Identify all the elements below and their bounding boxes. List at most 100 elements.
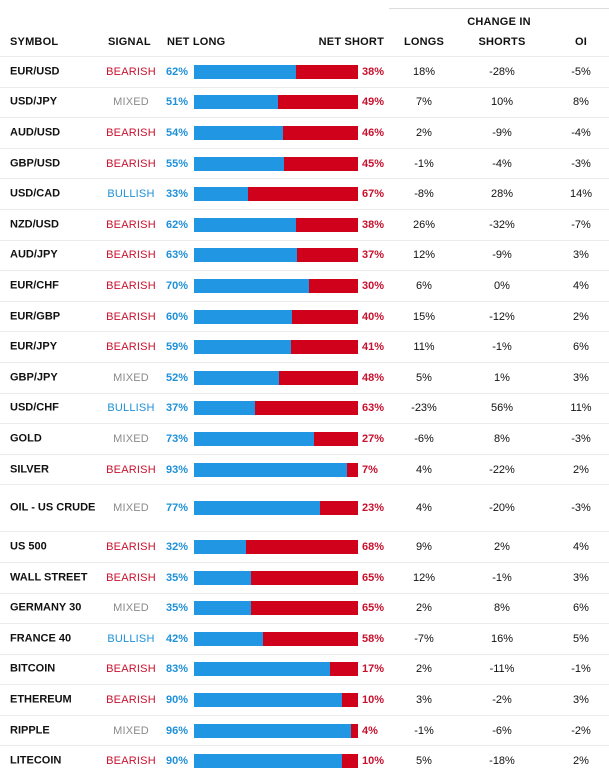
- sentiment-bar: [194, 462, 358, 477]
- symbol-link[interactable]: EUR/CHF: [10, 279, 59, 292]
- symbol-column-header[interactable]: SYMBOL: [10, 36, 59, 48]
- symbol-link[interactable]: LITECOIN: [10, 754, 62, 767]
- sentiment-bar: [194, 662, 358, 677]
- table-row[interactable]: GOLD MIXED 73% 27% -6% 8% -3%: [0, 423, 609, 454]
- net-long-bar: [194, 278, 309, 293]
- table-row[interactable]: EUR/USD BEARISH 62% 38% 18% -28% -5%: [0, 56, 609, 87]
- change-longs-value: -6%: [414, 432, 434, 445]
- symbol-link[interactable]: USD/JPY: [10, 95, 58, 108]
- table-row[interactable]: AUD/JPY BEARISH 63% 37% 12% -9% 3%: [0, 239, 609, 271]
- sentiment-bar: [194, 754, 358, 769]
- symbol-link[interactable]: RIPPLE: [10, 724, 50, 737]
- change-oi-value: 2%: [573, 310, 589, 323]
- table-row[interactable]: USD/JPY MIXED 51% 49% 7% 10% 8%: [0, 86, 609, 118]
- net-long-bar: [194, 601, 252, 616]
- symbol-link[interactable]: NZD/USD: [10, 218, 59, 231]
- table-row[interactable]: USD/CHF BULLISH 37% 63% -23% 56% 11%: [0, 392, 609, 424]
- table-row[interactable]: GBP/JPY MIXED 52% 48% 5% 1% 3%: [0, 361, 609, 393]
- net-long-value: 54%: [166, 126, 189, 139]
- change-oi-value: 3%: [573, 571, 589, 584]
- symbol-link[interactable]: AUD/JPY: [10, 248, 58, 261]
- net-short-value: 10%: [362, 755, 385, 768]
- table-row[interactable]: AUD/USD BEARISH 54% 46% 2% -9% -4%: [0, 117, 609, 148]
- net-short-column-header[interactable]: NET SHORT: [318, 36, 384, 48]
- net-short-value: 68%: [362, 541, 385, 554]
- signal-label: BEARISH: [106, 663, 156, 676]
- net-short-bar: [282, 125, 358, 140]
- symbol-link[interactable]: SILVER: [10, 463, 49, 476]
- symbol-link[interactable]: EUR/USD: [10, 65, 60, 78]
- table-row[interactable]: GBP/USD BEARISH 55% 45% -1% -4% -3%: [0, 147, 609, 179]
- table-row[interactable]: EUR/GBP BEARISH 60% 40% 15% -12% 2%: [0, 300, 609, 332]
- net-long-bar: [194, 462, 347, 477]
- signal-label: BEARISH: [106, 279, 156, 292]
- signal-column-header[interactable]: SIGNAL: [108, 36, 151, 48]
- symbol-link[interactable]: EUR/GBP: [10, 310, 61, 323]
- sentiment-bar: [194, 501, 358, 516]
- table-row[interactable]: GERMANY 30 MIXED 35% 65% 2% 8% 6%: [0, 592, 609, 624]
- table-row[interactable]: US 500 BEARISH 32% 68% 9% 2% 4%: [0, 531, 609, 562]
- symbol-link[interactable]: OIL - US CRUDE: [10, 501, 96, 514]
- symbol-link[interactable]: USD/CHF: [10, 401, 59, 414]
- table-row[interactable]: WALL STREET BEARISH 35% 65% 12% -1% 3%: [0, 561, 609, 593]
- oi-column-header[interactable]: OI: [574, 36, 587, 48]
- net-long-value: 96%: [166, 724, 189, 737]
- net-short-value: 58%: [362, 632, 385, 645]
- table-row[interactable]: RIPPLE MIXED 96% 4% -1% -6% -2%: [0, 714, 609, 746]
- symbol-link[interactable]: BITCOIN: [10, 662, 56, 675]
- change-in-header: CHANGE IN: [389, 8, 609, 30]
- table-row[interactable]: EUR/JPY BEARISH 59% 41% 11% -1% 6%: [0, 331, 609, 362]
- symbol-link[interactable]: ETHEREUM: [10, 693, 72, 706]
- signal-label: BEARISH: [106, 341, 156, 354]
- net-long-value: 93%: [166, 463, 189, 476]
- table-row[interactable]: SILVER BEARISH 93% 7% 4% -22% 2%: [0, 453, 609, 485]
- change-oi-value: 4%: [573, 541, 589, 554]
- symbol-link[interactable]: GERMANY 30: [10, 601, 82, 614]
- signal-label: BEARISH: [106, 755, 156, 768]
- symbol-link[interactable]: GOLD: [10, 432, 42, 445]
- net-long-value: 35%: [166, 571, 189, 584]
- net-long-value: 51%: [166, 96, 189, 109]
- change-oi-value: 2%: [573, 463, 589, 476]
- table-row[interactable]: USD/CAD BULLISH 33% 67% -8% 28% 14%: [0, 178, 609, 209]
- table-row[interactable]: ETHEREUM BEARISH 90% 10% 3% -2% 3%: [0, 684, 609, 715]
- table-row[interactable]: EUR/CHF BEARISH 70% 30% 6% 0% 4%: [0, 270, 609, 301]
- symbol-link[interactable]: FRANCE 40: [10, 632, 72, 645]
- net-long-value: 35%: [166, 602, 189, 615]
- net-long-bar: [194, 64, 296, 79]
- table-row[interactable]: LITECOIN BEARISH 90% 10% 5% -18% 2%: [0, 745, 609, 776]
- symbol-link[interactable]: AUD/USD: [10, 126, 61, 139]
- symbol-link[interactable]: USD/CAD: [10, 187, 61, 200]
- change-longs-value: 26%: [412, 218, 436, 231]
- signal-label: MIXED: [113, 96, 149, 109]
- sentiment-bar: [194, 431, 358, 446]
- symbol-link[interactable]: WALL STREET: [10, 571, 88, 584]
- symbol-link[interactable]: EUR/JPY: [10, 340, 58, 353]
- net-short-bar: [279, 370, 358, 385]
- longs-column-header[interactable]: LONGS: [403, 36, 445, 48]
- symbol-link[interactable]: GBP/JPY: [10, 371, 58, 384]
- table-row[interactable]: FRANCE 40 BULLISH 42% 58% -7% 16% 5%: [0, 623, 609, 654]
- net-long-bar: [194, 662, 331, 677]
- shorts-column-header[interactable]: SHORTS: [478, 36, 526, 48]
- net-short-bar: [251, 601, 358, 616]
- net-short-bar: [284, 156, 358, 171]
- net-short-value: 10%: [362, 694, 385, 707]
- net-long-bar: [194, 187, 249, 202]
- net-short-bar: [351, 723, 358, 738]
- change-oi-value: -3%: [571, 502, 591, 515]
- table-row[interactable]: NZD/USD BEARISH 62% 38% 26% -32% -7%: [0, 208, 609, 240]
- net-long-bar: [194, 401, 255, 416]
- change-shorts-value: -9%: [492, 249, 512, 262]
- table-row[interactable]: OIL - US CRUDE MIXED 77% 23% 4% -20% -3%: [0, 484, 609, 531]
- change-shorts-value: -32%: [489, 218, 515, 231]
- symbol-link[interactable]: US 500: [10, 540, 47, 553]
- change-oi-value: 3%: [573, 371, 589, 384]
- change-longs-value: 2%: [416, 126, 432, 139]
- net-long-column-header[interactable]: NET LONG: [167, 36, 226, 48]
- symbol-link[interactable]: GBP/USD: [10, 157, 61, 170]
- change-oi-value: 6%: [573, 341, 589, 354]
- table-row[interactable]: BITCOIN BEARISH 83% 17% 2% -11% -1%: [0, 653, 609, 685]
- net-short-bar: [341, 754, 358, 769]
- change-oi-value: 6%: [573, 602, 589, 615]
